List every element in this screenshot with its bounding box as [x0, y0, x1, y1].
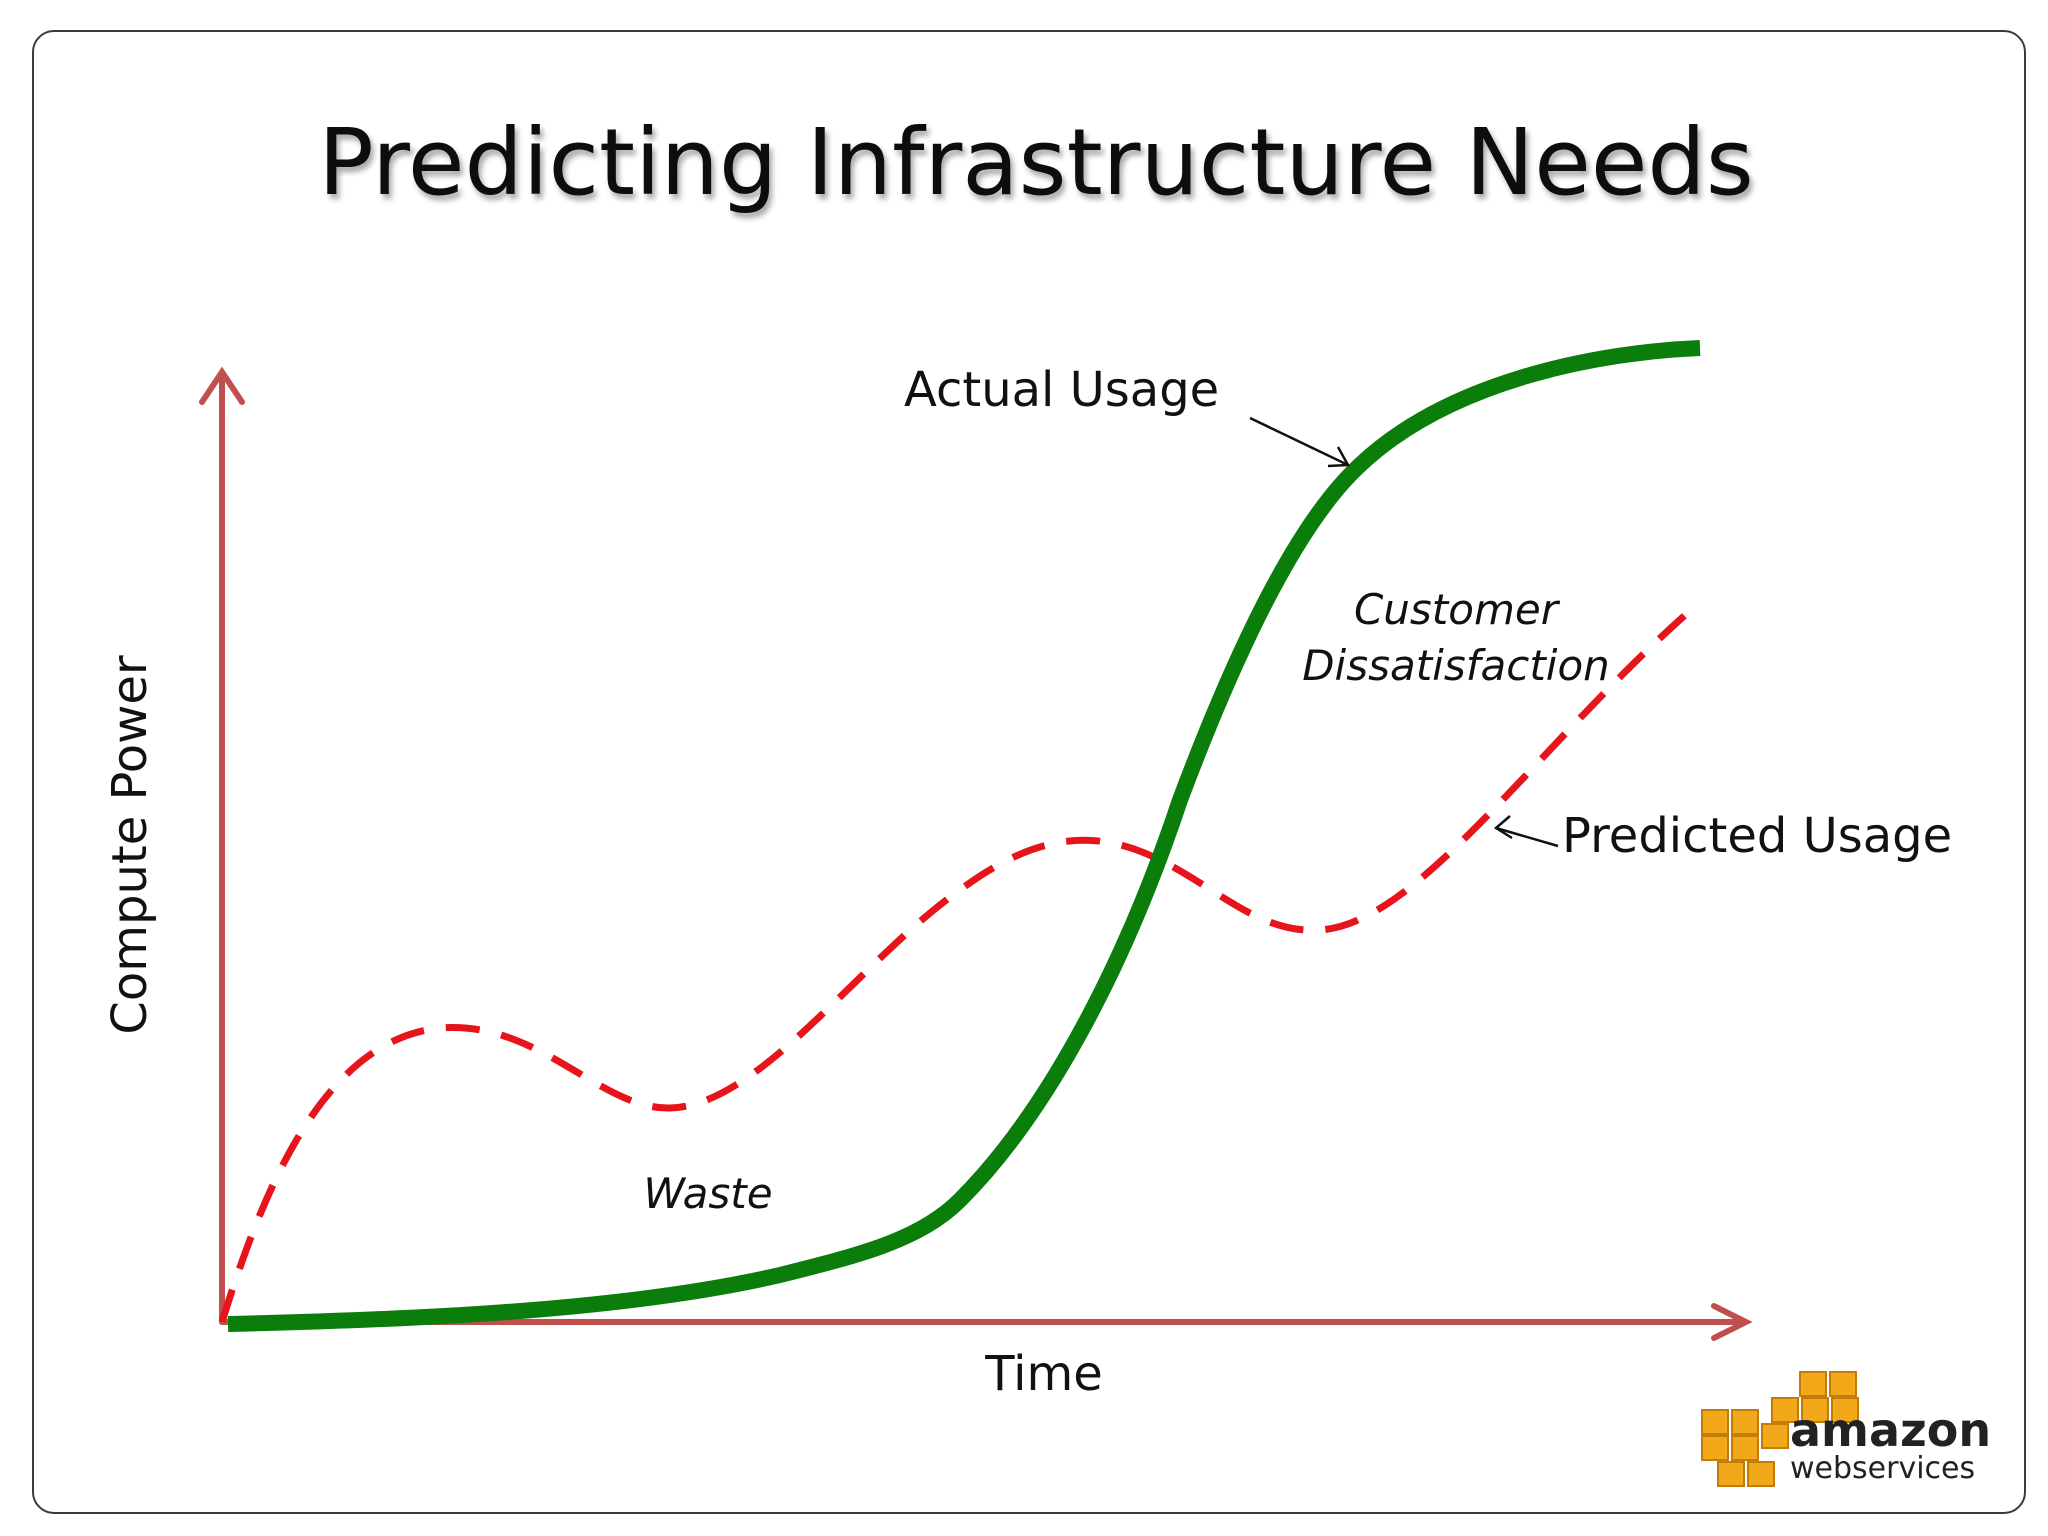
- predicted-usage-label: Predicted Usage: [1562, 808, 1952, 864]
- annotation-pointers: [1249, 416, 1559, 848]
- customer-dissatisfaction-label-line2: Dissatisfaction: [1302, 641, 1610, 690]
- y-axis-arrowhead: [199, 366, 245, 405]
- actual-usage-curve: [227, 340, 1701, 1332]
- y-axis-label: Compute Power: [102, 655, 158, 1035]
- actual-usage-pointer-head: [1327, 446, 1351, 468]
- predicted-usage-curve: [218, 599, 1703, 1324]
- slide-title: Predicting Infrastructure Needs: [318, 109, 1754, 216]
- aws-logo-cubes-icon: [1701, 1371, 1859, 1487]
- aws-logo-subtitle: webservices: [1790, 1451, 1975, 1486]
- waste-label: Waste: [643, 1169, 772, 1218]
- x-axis-label: Time: [984, 1346, 1102, 1402]
- predicted-usage-pointer-head: [1493, 815, 1513, 840]
- x-axis-arrowhead: [1711, 1303, 1753, 1341]
- predicted-usage-pointer: [1495, 826, 1559, 848]
- actual-usage-pointer: [1249, 416, 1349, 467]
- slide-frame: [32, 30, 2026, 1514]
- aws-logo: amazon webservices: [1701, 1371, 1991, 1487]
- customer-dissatisfaction-label-line1: Customer: [1354, 585, 1561, 634]
- actual-usage-label: Actual Usage: [904, 362, 1219, 418]
- aws-logo-wordmark: amazon: [1790, 1403, 1991, 1457]
